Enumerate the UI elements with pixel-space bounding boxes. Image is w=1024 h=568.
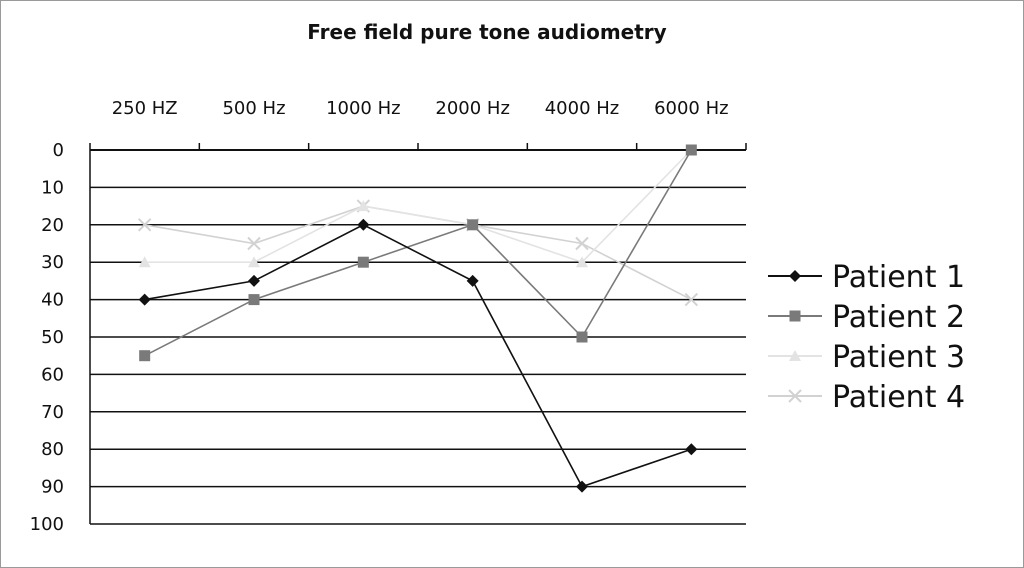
- y-tick-label-80: 80: [41, 439, 64, 460]
- x-tick-label-1: 500 Hz: [222, 98, 285, 119]
- series-4-point-1: [247, 236, 261, 251]
- series-3-point-4: [576, 256, 588, 268]
- series-2-point-4: [576, 331, 588, 343]
- series-4-point-4: [575, 236, 589, 251]
- y-tick-label-10: 10: [41, 177, 64, 198]
- grid-lines: [90, 149, 746, 525]
- x-tick-label-0: 250 HZ: [112, 98, 178, 119]
- series-2-point-2: [357, 256, 369, 268]
- x-tick-label-4: 4000 Hz: [545, 98, 620, 119]
- legend: Patient 1 Patient 2 Patient 3 Patient 4: [768, 260, 965, 415]
- legend-label-3: Patient 3: [832, 340, 965, 375]
- series-2-point-5: [685, 144, 697, 156]
- x-tick-label-2: 1000 Hz: [326, 98, 401, 119]
- y-tick-label-100: 100: [30, 514, 64, 535]
- series-line-2: [144, 149, 693, 357]
- x-tick-labels: 250 HZ 500 Hz 1000 Hz 2000 Hz 4000 Hz 6000 Hz: [112, 98, 729, 119]
- legend-label-1: Patient 1: [832, 260, 965, 295]
- series-group: [137, 144, 699, 493]
- legend-marker-2: [789, 310, 801, 322]
- series-2-point-1: [248, 294, 260, 306]
- series-1-point-0: [138, 293, 151, 306]
- y-tick-label-60: 60: [41, 364, 64, 385]
- y-tick-label-50: 50: [41, 327, 64, 348]
- legend-marker-1: [789, 270, 801, 282]
- series-2-point-0: [139, 350, 151, 362]
- series-3-point-2: [357, 200, 370, 212]
- series-line-1: [144, 223, 692, 488]
- y-tick-label-20: 20: [41, 215, 64, 236]
- series-4-point-0: [137, 218, 152, 232]
- x-tick-label-3: 2000 Hz: [435, 98, 510, 119]
- y-tick-label-40: 40: [41, 290, 64, 311]
- y-tick-label-70: 70: [41, 402, 64, 423]
- series-4-point-5: [684, 292, 699, 307]
- y-tick-label-30: 30: [41, 252, 64, 273]
- legend-label-2: Patient 2: [832, 300, 965, 335]
- series-3-point-0: [138, 256, 151, 268]
- legend-marker-4: [788, 389, 802, 403]
- x-tick-label-5: 6000 Hz: [654, 98, 729, 119]
- series-3-point-1: [248, 256, 260, 268]
- series-1-point-3: [466, 274, 479, 287]
- series-1-point-4: [576, 480, 588, 493]
- y-tick-label-90: 90: [41, 477, 64, 498]
- series-1-point-5: [685, 443, 698, 456]
- series-line-3: [144, 149, 692, 264]
- legend-label-4: Patient 4: [832, 380, 965, 415]
- axes: [89, 143, 747, 524]
- series-2-point-3: [467, 219, 479, 231]
- series-1-point-1: [248, 274, 260, 287]
- legend-marker-3: [789, 350, 801, 361]
- y-tick-label-0: 0: [53, 140, 64, 161]
- y-tick-labels: 0 10 20 30 40 50 60 70 80 90 100: [30, 140, 64, 535]
- series-1-point-2: [357, 218, 370, 231]
- chart-title: Free field pure tone audiometry: [307, 20, 667, 44]
